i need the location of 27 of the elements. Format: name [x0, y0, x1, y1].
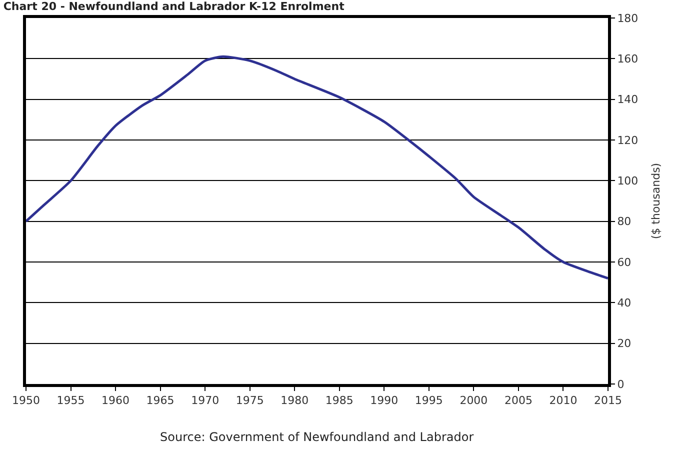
x-tick-label: 2015 [594, 394, 622, 408]
x-tick-label: 1970 [191, 394, 220, 408]
y-tick-label: 100 [617, 174, 638, 188]
y-tick-label: 40 [617, 296, 632, 310]
x-tick-label: 2005 [504, 394, 532, 408]
y-axis-title: ($ thousands) [649, 162, 662, 240]
x-tick-label: 1955 [56, 394, 85, 408]
y-tick-label: 60 [617, 256, 632, 269]
y-tick-label: 120 [617, 134, 638, 147]
y-tick-label: 140 [617, 93, 638, 106]
x-tick-label: 1985 [325, 394, 354, 408]
x-tick-label: 1960 [102, 394, 130, 408]
x-tick-label: 1995 [414, 394, 443, 408]
y-tick-label: 180 [617, 12, 638, 25]
y-tick-label: 160 [617, 52, 638, 66]
chart-title: Chart 20 - Newfoundland and Labrador K-12 Enrolment [3, 0, 344, 13]
x-tick-label: 2000 [460, 394, 488, 408]
x-tick-label: 2010 [549, 394, 578, 408]
x-tick-label: 1975 [236, 394, 264, 408]
source-note: Source: Government of Newfoundland and Labrador [160, 430, 474, 444]
y-tick-label: 80 [617, 215, 632, 228]
y-tick-label: 0 [617, 378, 624, 391]
y-tick-label: 20 [617, 337, 632, 350]
x-tick-label: 1980 [280, 394, 309, 408]
x-tick-label: 1990 [370, 394, 398, 408]
x-tick-label: 1965 [146, 394, 174, 408]
x-tick-label: 1950 [12, 394, 40, 408]
